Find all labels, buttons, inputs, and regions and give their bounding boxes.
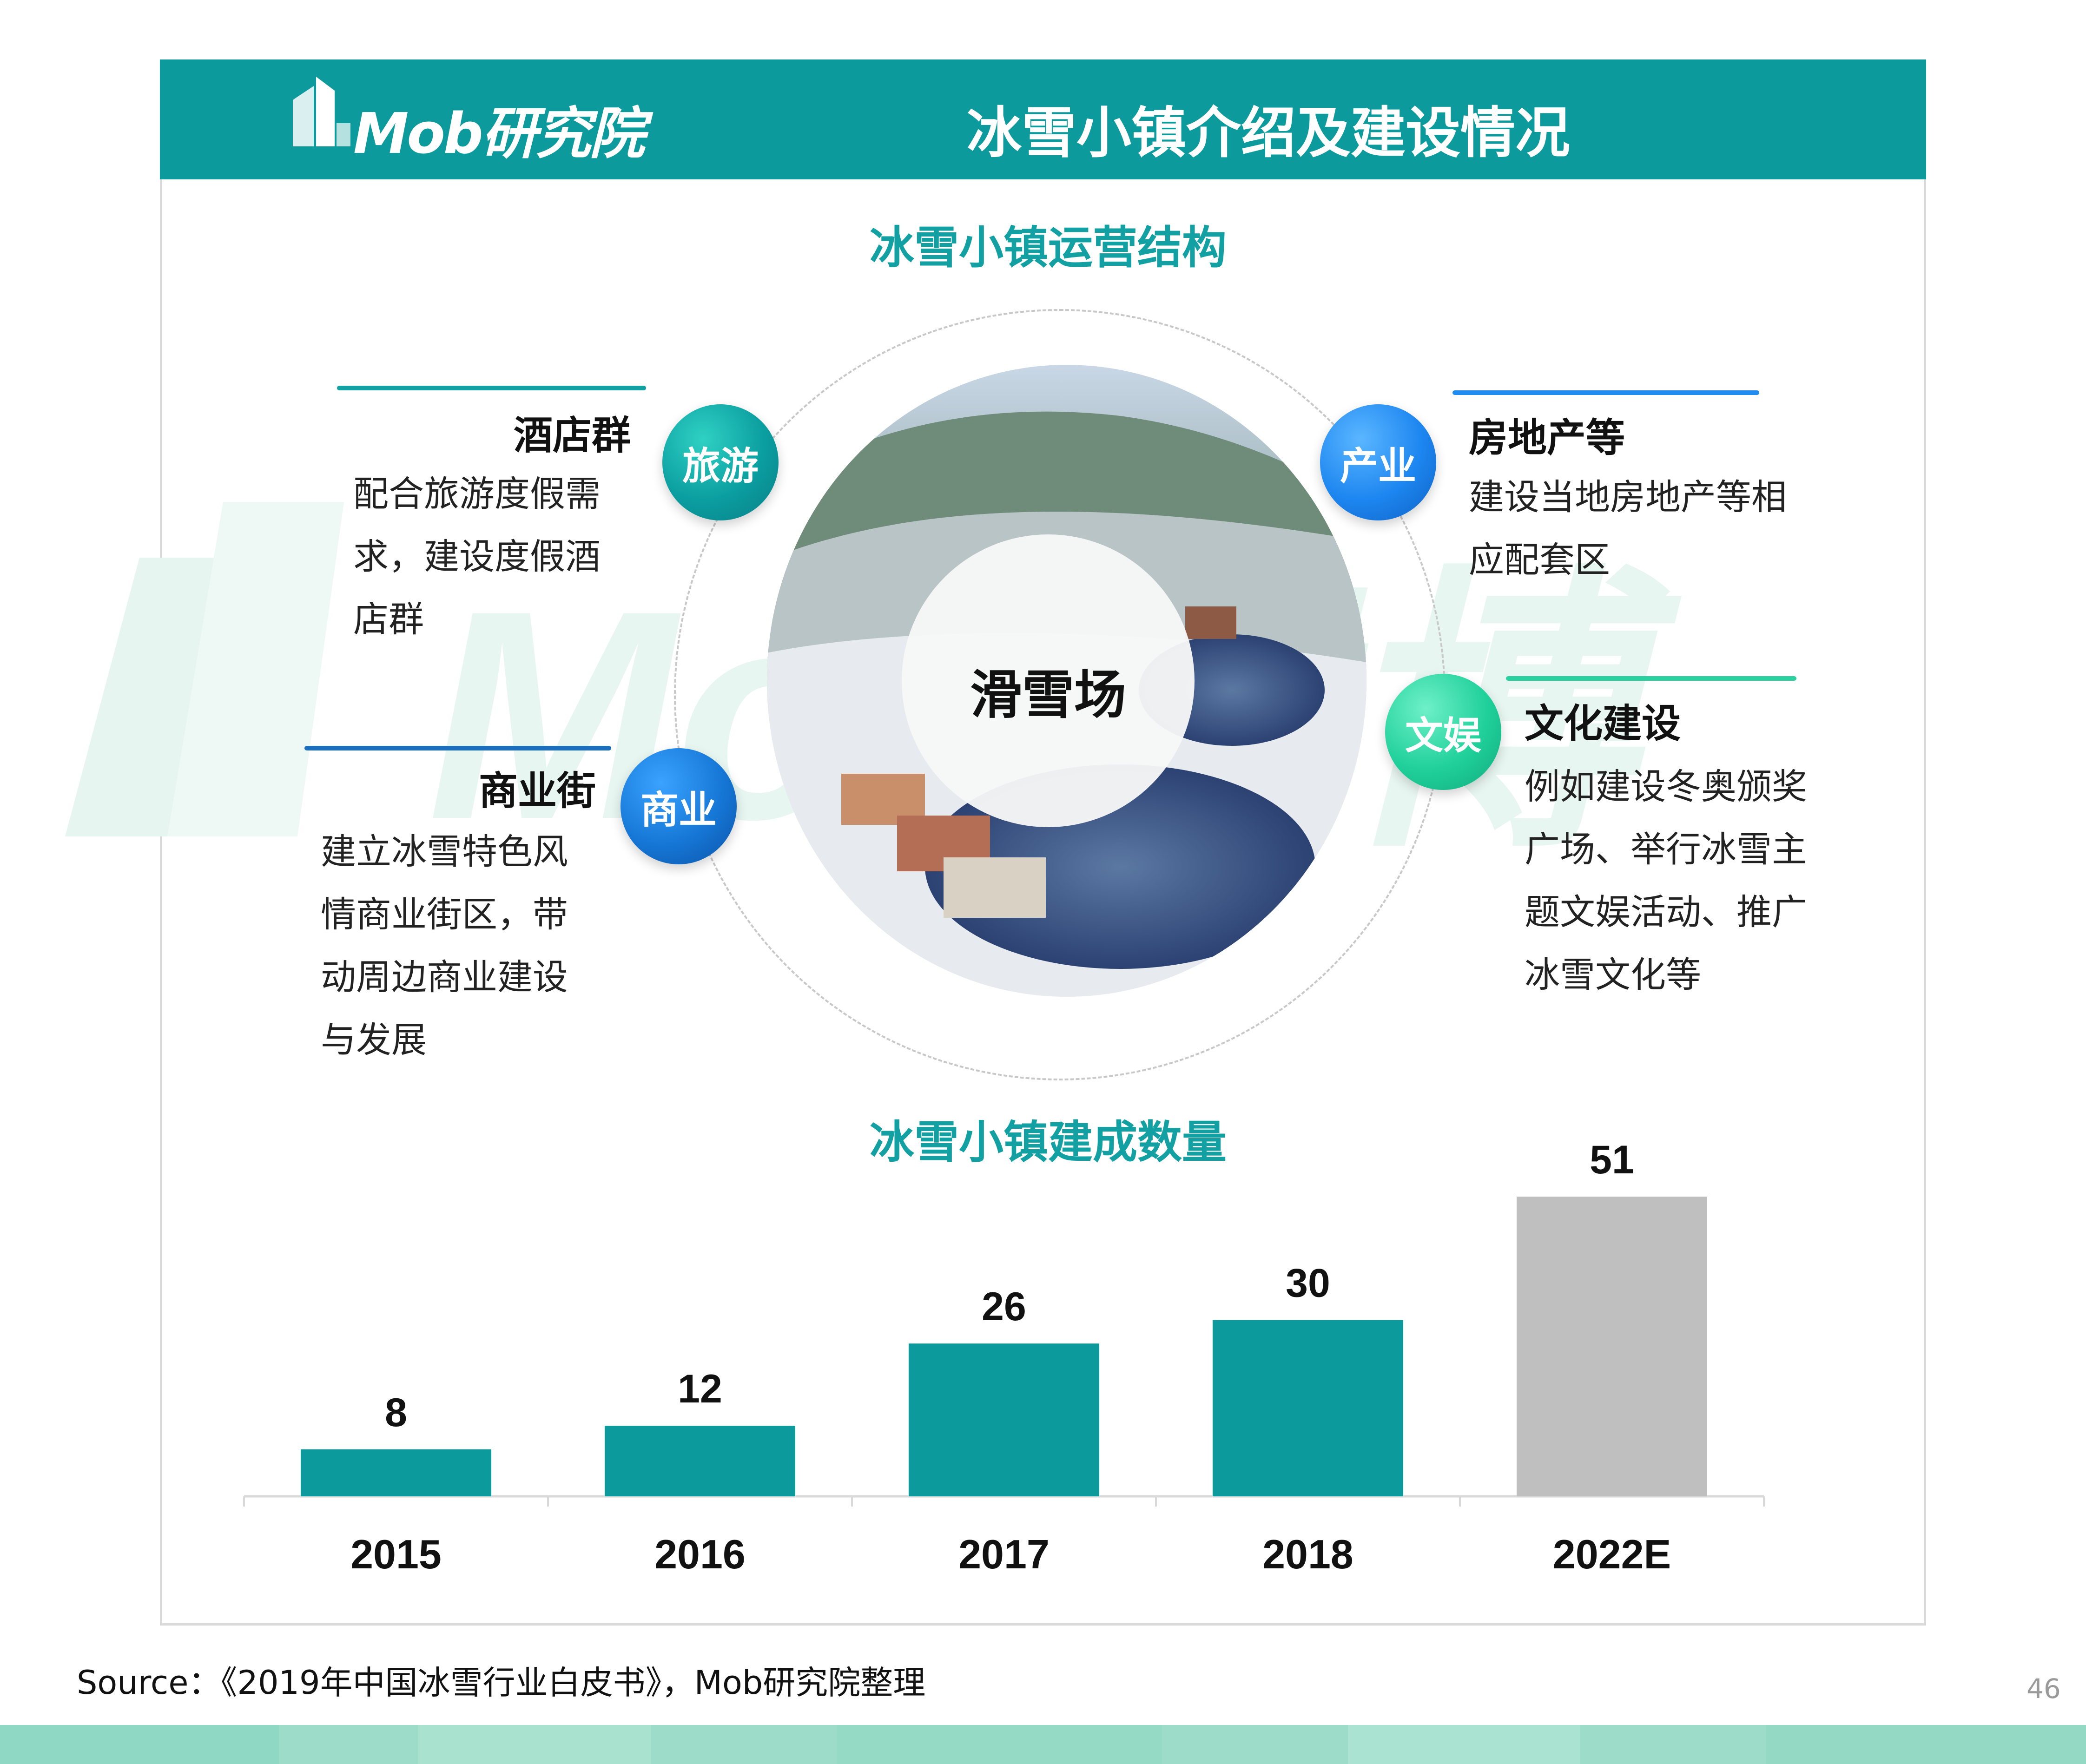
x-tick-label-2022E: 2022E	[1553, 1531, 1671, 1577]
text-line: 情商业街区，带	[321, 894, 568, 935]
text-line: 冰雪文化等	[1525, 954, 1701, 995]
divider-travel	[337, 386, 646, 390]
center-label: 滑雪场	[970, 665, 1126, 725]
block-text-hotels: 配合旅游度假需 求，建设度假酒 店群	[353, 462, 601, 651]
text-line: 建设当地房地产等相	[1469, 476, 1787, 518]
x-tick-label-2018: 2018	[1262, 1531, 1353, 1577]
bar-2018	[1213, 1320, 1403, 1496]
bottom-band	[0, 1725, 2086, 1764]
block-text-real-estate: 建设当地房地产等相 应配套区	[1469, 466, 1787, 591]
node-commerce: 商业	[621, 748, 737, 864]
block-title-culture: 文化建设	[1525, 701, 1681, 746]
text-line: 与发展	[321, 1019, 427, 1060]
block-title-commercial-street: 商业街	[479, 768, 596, 814]
structure-title: 冰雪小镇运营结构	[870, 222, 1227, 274]
data-label-2015: 8	[385, 1390, 407, 1435]
page-number: 46	[2027, 1673, 2061, 1705]
text-line: 广场、举行冰雪主	[1525, 829, 1807, 870]
divider-industry	[1452, 390, 1759, 395]
text-line: 例如建设冬奥颁奖	[1525, 766, 1807, 807]
block-text-culture: 例如建设冬奥颁奖 广场、举行冰雪主 题文娱活动、推广 冰雪文化等	[1525, 755, 1807, 1006]
block-title-real-estate: 房地产等	[1469, 415, 1625, 461]
text-line: 应配套区	[1469, 539, 1610, 580]
x-tick-label-2016: 2016	[654, 1531, 746, 1577]
x-tick-label-2015: 2015	[350, 1531, 442, 1577]
text-line: 建立冰雪特色风	[321, 831, 568, 872]
header-bar	[160, 59, 1926, 179]
bar-2015	[301, 1449, 491, 1496]
page-title: 冰雪小镇介绍及建设情况	[967, 101, 1571, 165]
text-line: 求，建设度假酒	[353, 536, 601, 577]
divider-entertainment	[1506, 676, 1796, 681]
data-label-2016: 12	[678, 1367, 722, 1411]
data-label-2018: 30	[1286, 1261, 1330, 1306]
bar-2022E	[1517, 1197, 1707, 1496]
block-text-commercial-street: 建立冰雪特色风 情商业街区，带 动周边商业建设 与发展	[321, 820, 568, 1071]
node-industry: 产业	[1320, 404, 1436, 520]
center-circle	[902, 534, 1195, 827]
logo-text: Mob研究院	[353, 102, 645, 166]
data-label-2017: 26	[982, 1284, 1026, 1329]
node-entertainment: 文娱	[1385, 674, 1501, 790]
x-tick-label-2017: 2017	[958, 1531, 1050, 1577]
data-label-2022E: 51	[1590, 1138, 1634, 1182]
bar-2016	[605, 1426, 795, 1496]
text-line: 配合旅游度假需	[353, 473, 601, 514]
text-line: 店群	[353, 599, 424, 640]
node-travel: 旅游	[662, 404, 779, 520]
source-note: Source：《2019年中国冰雪行业白皮书》，Mob研究院整理	[77, 1664, 926, 1702]
divider-commerce	[304, 746, 611, 750]
chart-title: 冰雪小镇建成数量	[870, 1116, 1227, 1168]
text-line: 动周边商业建设	[321, 956, 568, 998]
text-line: 题文娱活动、推广	[1525, 891, 1807, 933]
mob-logo-icon	[293, 77, 350, 146]
block-title-hotels: 酒店群	[514, 413, 631, 458]
bar-2017	[909, 1343, 1099, 1496]
